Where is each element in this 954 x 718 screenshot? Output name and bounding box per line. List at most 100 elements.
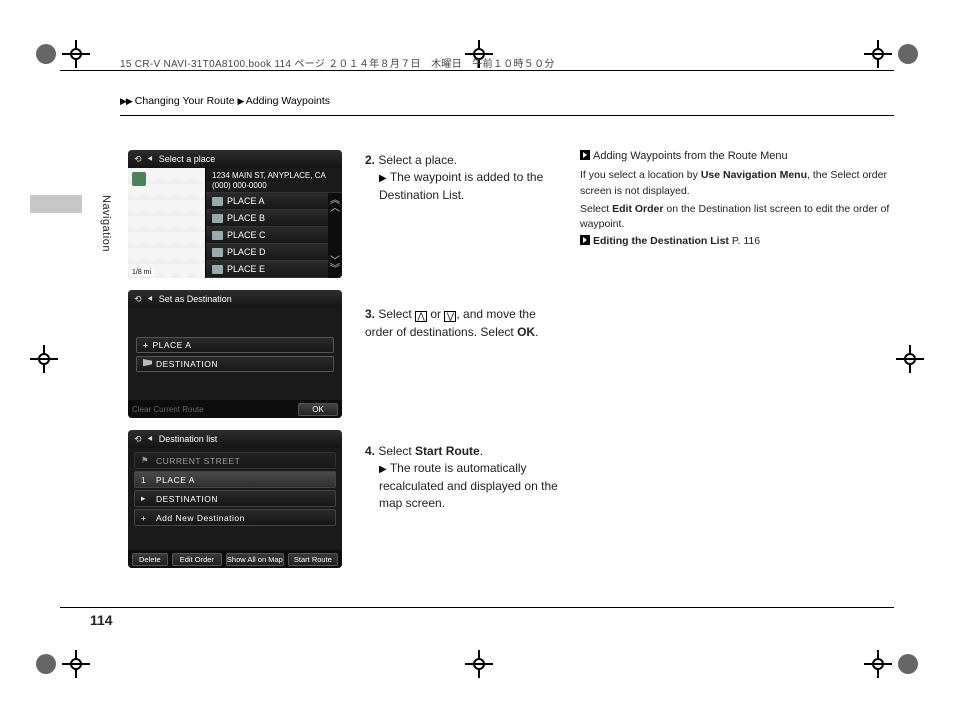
place-list: PLACE A PLACE B PLACE C PLACE D PLACE E …: [206, 193, 342, 278]
place-row[interactable]: PLACE D: [206, 244, 342, 261]
address-line2: (000) 000-0000: [212, 181, 336, 191]
place-icon: [212, 248, 223, 257]
text: If you select a location by: [580, 169, 701, 181]
step-number: 3.: [365, 307, 375, 321]
screenshot-select-place: ⟲ ⯇ Select a place 1/8 mi 1234 MAIN ST, …: [128, 150, 342, 278]
dest-row[interactable]: ⚑CURRENT STREET: [134, 452, 336, 469]
place-label: PLACE D: [227, 247, 266, 257]
page-number: 114: [90, 612, 113, 628]
rule-top: [60, 70, 894, 71]
back-icon: ⟲: [134, 154, 142, 165]
back-icon: ⟲: [134, 294, 142, 305]
waypoint-slot[interactable]: + PLACE A: [136, 337, 334, 353]
place-row[interactable]: PLACE A: [206, 193, 342, 210]
dest-label: Add New Destination: [156, 513, 245, 523]
place-icon: [212, 197, 223, 206]
screen3-title: Destination list: [159, 434, 218, 444]
place-icon: [212, 231, 223, 240]
step-text: Select: [378, 307, 415, 321]
clear-route-button[interactable]: Clear Current Route: [132, 405, 204, 414]
side-title: Adding Waypoints from the Route Menu: [580, 150, 890, 162]
chevron-up-icon: ︽︿: [330, 197, 340, 213]
link-icon: [580, 235, 590, 245]
breadcrumb-sep-icon: ▶: [238, 96, 244, 106]
place-row[interactable]: PLACE C: [206, 227, 342, 244]
breadcrumb-b: Adding Waypoints: [246, 95, 330, 107]
step-text: Select: [378, 444, 415, 458]
flag-icon: [143, 359, 152, 368]
place-label: PLACE E: [227, 264, 265, 274]
waypoint-label: PLACE A: [152, 340, 191, 350]
edit-order-button[interactable]: Edit Order: [172, 553, 222, 566]
place-label: PLACE A: [227, 196, 265, 206]
dest-row[interactable]: ▸ DESTINATION: [134, 490, 336, 507]
dest-label: DESTINATION: [156, 494, 218, 504]
delete-button[interactable]: Delete: [132, 553, 168, 566]
side-title-text: Adding Waypoints from the Route Menu: [593, 150, 788, 162]
place-label: PLACE C: [227, 230, 266, 240]
place-icon: [212, 214, 223, 223]
step-2: 2. Select a place. ▶ The waypoint is add…: [365, 152, 565, 204]
step-number: 2.: [365, 153, 375, 167]
step-text: .: [480, 444, 483, 458]
flag-icon: ⚑: [141, 455, 151, 466]
destination-slot[interactable]: DESTINATION: [136, 356, 334, 372]
dest-label: PLACE A: [156, 475, 195, 485]
chevron-down-icon: ﹀︾: [330, 258, 340, 274]
ref-label: Editing the Destination List: [593, 235, 729, 247]
step-text: or: [427, 307, 444, 321]
bold: Use Navigation Menu: [701, 169, 807, 181]
triangle-icon: ▶: [379, 464, 387, 475]
down-box-icon: ⋁: [444, 311, 456, 322]
side-ref: Editing the Destination List P. 116: [580, 235, 890, 247]
screenshot-set-destination: ⟲ ⯇ Set as Destination + PLACE A DESTINA…: [128, 290, 342, 418]
triangle-icon: ▶: [379, 173, 387, 184]
up-box-icon: ⋀: [415, 311, 427, 322]
ok-label: OK: [517, 325, 535, 339]
order-num: 1: [141, 475, 151, 485]
scroll-chevrons[interactable]: ︽︿ ﹀︾: [328, 193, 342, 278]
place-icon: [212, 265, 223, 274]
plus-icon: +: [143, 340, 148, 350]
breadcrumb: ▶▶ Changing Your Route ▶ Adding Waypoint…: [120, 95, 330, 107]
step-3: 3. Select ⋀ or ⋁, and move the order of …: [365, 306, 565, 341]
start-route-label: Start Route: [415, 444, 480, 458]
back-arrow-icon: ⯇: [147, 434, 154, 445]
step-head: Select a place.: [378, 153, 457, 167]
screen1-title: Select a place: [159, 154, 216, 164]
screen2-title: Set as Destination: [159, 294, 232, 304]
show-all-button[interactable]: Show All on Map: [226, 553, 284, 566]
place-label: PLACE B: [227, 213, 265, 223]
step-body: The waypoint is added to the Destination…: [379, 170, 543, 202]
rule-bottom: [60, 607, 894, 608]
dest-row[interactable]: + Add New Destination: [134, 509, 336, 526]
back-icon: ⟲: [134, 434, 142, 445]
place-row[interactable]: PLACE B: [206, 210, 342, 227]
side-p2: Select Edit Order on the Destination lis…: [580, 202, 890, 234]
dest-row[interactable]: 1 PLACE A: [134, 471, 336, 488]
step-text: .: [535, 325, 538, 339]
flag-icon: ▸: [141, 493, 151, 504]
step-body: The route is automatically recalculated …: [379, 461, 558, 510]
side-p1: If you select a location by Use Navigati…: [580, 168, 890, 200]
ref-page: P. 116: [729, 235, 760, 247]
step-4: 4. Select Start Route. ▶ The route is au…: [365, 443, 565, 513]
screenshot-destination-list: ⟲ ⯇ Destination list ⚑CURRENT STREET 1 PL…: [128, 430, 342, 568]
plus-icon: +: [141, 513, 151, 523]
address-line1: 1234 MAIN ST, ANYPLACE, CA: [212, 171, 336, 181]
map-thumbnail: 1/8 mi: [128, 168, 206, 278]
step-number: 4.: [365, 444, 375, 458]
start-route-button[interactable]: Start Route: [288, 553, 338, 566]
destination-label: DESTINATION: [156, 359, 218, 369]
link-icon: [580, 150, 590, 160]
place-row[interactable]: PLACE E: [206, 261, 342, 278]
ok-button[interactable]: OK: [298, 403, 338, 416]
back-arrow-icon: ⯇: [147, 294, 154, 305]
rule-breadcrumb: [120, 115, 894, 116]
side-note: Adding Waypoints from the Route Menu If …: [580, 150, 890, 247]
side-label-navigation: Navigation: [100, 195, 112, 252]
side-tab: [30, 195, 82, 213]
breadcrumb-a: Changing Your Route: [135, 95, 235, 107]
selected-address: 1234 MAIN ST, ANYPLACE, CA (000) 000-000…: [206, 168, 342, 193]
header-meta: 15 CR-V NAVI-31T0A8100.book 114 ページ ２０１４…: [120, 55, 555, 70]
